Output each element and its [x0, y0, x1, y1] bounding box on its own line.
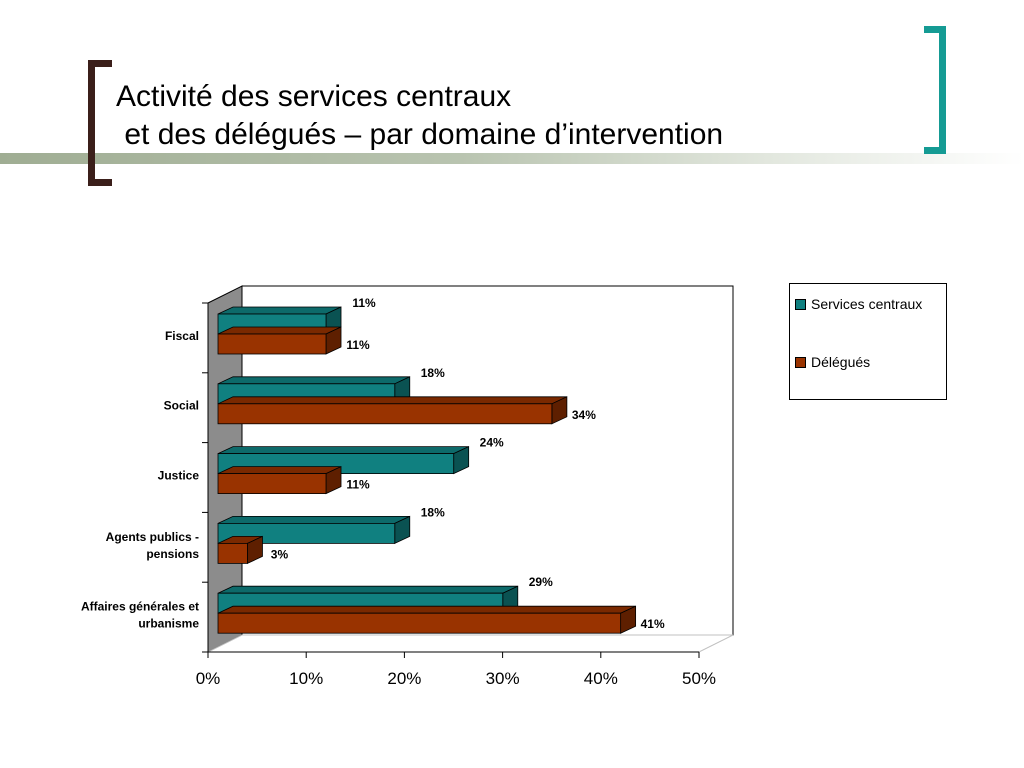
bar-top-face: [217, 306, 342, 315]
bar-top-face: [217, 605, 636, 614]
right-bracket-decoration: [924, 26, 946, 154]
bar-front-face: [217, 333, 327, 355]
category-label: pensions: [146, 547, 199, 561]
bar-delegues: [217, 535, 263, 565]
x-tick-label: 30%: [486, 669, 520, 688]
bar-delegues: [217, 326, 342, 355]
bar-front-face: [217, 612, 622, 634]
legend-item-services-centraux: Services centraux: [795, 296, 922, 312]
bar-delegues: [217, 605, 637, 634]
data-label: 11%: [352, 296, 376, 310]
data-label: 18%: [421, 366, 445, 380]
data-label: 11%: [346, 338, 370, 352]
x-tick-label: 40%: [584, 669, 618, 688]
x-tick-label: 10%: [289, 669, 323, 688]
slide-title: Activité des services centraux et des dé…: [116, 80, 724, 151]
x-tick-label: 50%: [682, 669, 716, 688]
category-label: Justice: [158, 469, 200, 483]
left-bracket-decoration: [88, 60, 112, 186]
bar-front-face: [217, 543, 248, 564]
category-label: Social: [164, 399, 199, 413]
bar-top-face: [217, 585, 518, 594]
bar-delegues: [217, 465, 342, 495]
bar-top-face: [217, 446, 469, 455]
legend-swatch-delegues: [795, 356, 806, 368]
data-label: 3%: [271, 547, 289, 561]
category-label: Affaires générales et: [81, 600, 199, 614]
bar-top-face: [217, 396, 568, 405]
category-label: Fiscal: [165, 329, 199, 343]
legend-item-delegues: Délégués: [795, 354, 870, 370]
legend-label-services-centraux: Services centraux: [811, 296, 923, 312]
legend-swatch-services-centraux: [795, 298, 806, 310]
x-tick-label: 20%: [387, 669, 421, 688]
legend-label-delegues: Délégués: [811, 354, 871, 370]
data-label: 34%: [572, 408, 596, 422]
chart-legend: Services centraux Délégués: [789, 283, 947, 400]
data-label: 29%: [529, 575, 553, 589]
category-label: Agents publics -: [106, 530, 199, 544]
x-tick-label: 0%: [196, 669, 221, 688]
category-label: urbanisme: [138, 617, 199, 631]
bar-front-face: [217, 403, 553, 425]
bar-top-face: [217, 326, 342, 335]
data-label: 11%: [346, 478, 370, 492]
data-label: 41%: [641, 617, 665, 631]
bar-top-face: [217, 466, 342, 475]
data-label: 24%: [480, 436, 504, 450]
chart-floor: [207, 634, 734, 653]
bar-front-face: [217, 473, 327, 495]
bar-top-face: [217, 376, 410, 385]
bar-top-face: [217, 516, 410, 524]
bar-delegues: [217, 396, 568, 425]
data-label: 18%: [421, 505, 445, 519]
title-band: [0, 153, 1024, 164]
